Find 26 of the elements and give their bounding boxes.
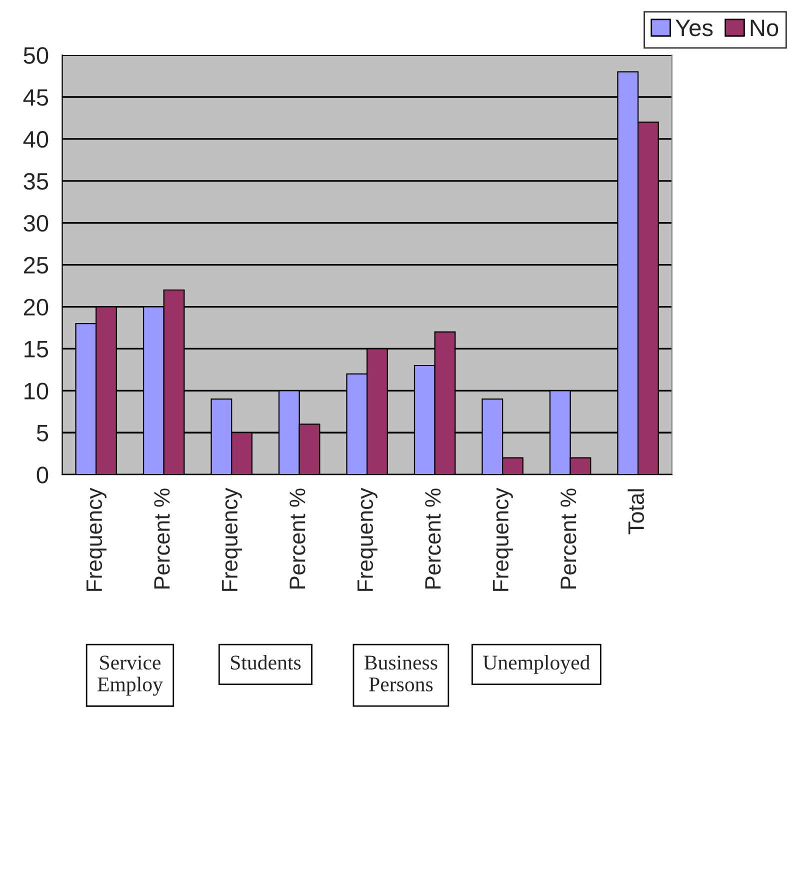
y-tick-label: 45 — [23, 89, 48, 106]
y-tick-label: 40 — [23, 131, 48, 148]
legend-label: No — [750, 20, 778, 36]
y-tick-label: 50 — [24, 47, 48, 64]
y-tick-label: 20 — [24, 298, 48, 316]
text: Business Persons — [364, 656, 438, 692]
text: Unemployed — [483, 654, 590, 674]
y-tick-label: 35 — [24, 172, 48, 190]
x-tick-label: Percent % — [290, 488, 306, 588]
y-tick-label: 0 — [36, 466, 48, 484]
y-tick-label: 10 — [24, 382, 48, 400]
x-tick-label: Frequency — [222, 488, 242, 591]
y-tick-label: 25 — [24, 256, 48, 274]
y-tick-label: 15 — [24, 341, 48, 358]
y-tick-label: 5 — [36, 424, 48, 442]
x-tick-label: Percent % — [154, 488, 170, 588]
text: Students — [230, 654, 301, 670]
x-tick-label: Percent % — [560, 488, 576, 588]
x-tick-label: Frequency — [493, 488, 513, 591]
legend-label: Yes — [676, 20, 713, 36]
text: Service Employ — [98, 656, 163, 696]
y-tick-label: 30 — [24, 214, 48, 232]
x-tick-label: Frequency — [358, 488, 378, 591]
x-tick-label: Percent % — [425, 488, 441, 588]
x-tick-label: Frequency — [86, 488, 106, 591]
x-tick-label: Total — [628, 489, 644, 534]
